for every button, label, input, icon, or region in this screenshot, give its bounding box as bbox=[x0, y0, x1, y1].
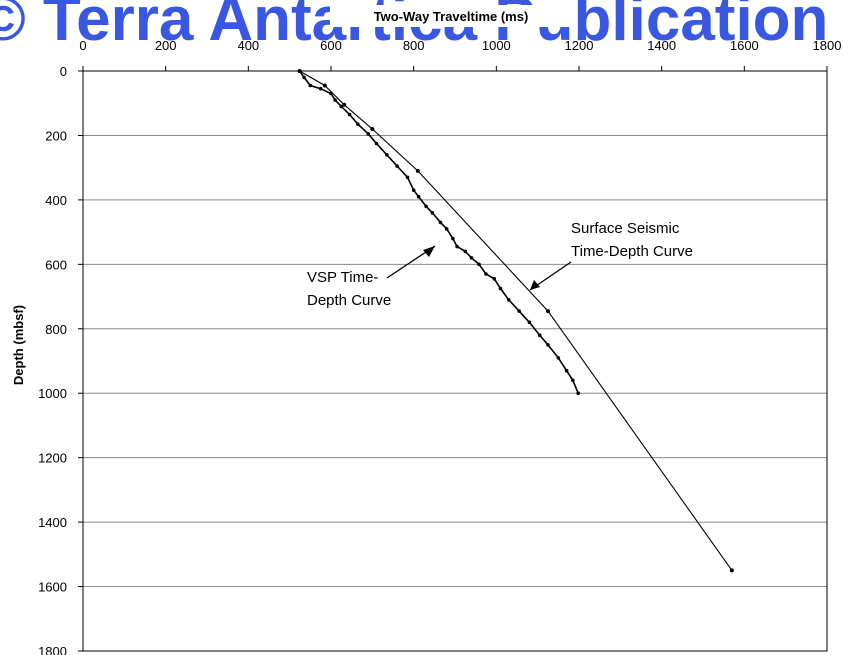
series-0-point-5 bbox=[546, 309, 550, 314]
series-1-point-11 bbox=[385, 153, 389, 157]
series-0-point-2 bbox=[342, 102, 347, 107]
annotation-surface-seismic-arrowhead bbox=[530, 280, 540, 290]
y-tick-label-400: 400 bbox=[45, 193, 67, 208]
series-1-point-3 bbox=[318, 86, 323, 91]
series-1-point-18 bbox=[438, 220, 443, 225]
y-tick-label-600: 600 bbox=[45, 257, 67, 272]
series-1-point-6 bbox=[339, 104, 344, 109]
x-tick-label-200: 200 bbox=[155, 38, 177, 53]
y-axis-title: Depth (mbsf) bbox=[11, 305, 26, 385]
axis-ticks: 0 200 400 600 800 1000 1200 1400 1600 1800 0 200 400… bbox=[38, 38, 841, 655]
series-1-point-29 bbox=[517, 309, 521, 313]
series-1-point-1 bbox=[302, 75, 306, 80]
y-tick-label-1600: 1600 bbox=[38, 580, 67, 595]
series-1-point-30 bbox=[527, 320, 532, 325]
series-0-point-1 bbox=[322, 83, 327, 88]
series-1-point-35 bbox=[571, 378, 575, 383]
annotation-surface-seismic-line1: Surface Seismic bbox=[571, 220, 680, 237]
series-1-point-28 bbox=[506, 298, 511, 302]
annotation-surface-seismic-line2: Time-Depth Curve bbox=[571, 243, 693, 260]
x-tick-label-0: 0 bbox=[79, 38, 86, 53]
series-1-point-26 bbox=[492, 277, 497, 281]
y-tick-label-1800: 1800 bbox=[38, 644, 67, 655]
series-0-line bbox=[299, 70, 733, 571]
y-tick-label-1400: 1400 bbox=[38, 515, 67, 530]
x-tick-label-1200: 1200 bbox=[565, 38, 594, 53]
y-tick-label-0: 0 bbox=[60, 64, 67, 79]
series-1-point-17 bbox=[430, 211, 435, 215]
series-1-point-20 bbox=[451, 236, 455, 241]
series-1-point-22 bbox=[463, 249, 468, 254]
series-1-point-21 bbox=[455, 244, 459, 249]
series-1-point-8 bbox=[356, 122, 360, 126]
series-1-line bbox=[298, 70, 579, 394]
series-1-point-12 bbox=[395, 164, 399, 168]
series-1-point-24 bbox=[477, 262, 481, 267]
series-1-point-32 bbox=[546, 343, 550, 347]
watermark-mask bbox=[330, 5, 570, 27]
series-1-point-13 bbox=[405, 175, 410, 180]
y-tick-label-1000: 1000 bbox=[38, 386, 67, 401]
x-tick-label-400: 400 bbox=[237, 38, 259, 53]
data-series bbox=[297, 69, 734, 573]
series-1-point-19 bbox=[444, 227, 449, 231]
annotation-vsp-arrowhead bbox=[423, 246, 435, 257]
x-tick-label-600: 600 bbox=[320, 38, 342, 53]
annotation-vsp-line2: Depth Curve bbox=[307, 292, 391, 309]
series-1-point-5 bbox=[333, 98, 337, 102]
y-tick-label-1200: 1200 bbox=[38, 451, 67, 466]
series-1-point-36 bbox=[576, 391, 580, 396]
plot-area-border bbox=[82, 70, 828, 652]
x-tick-label-1600: 1600 bbox=[730, 38, 759, 53]
x-tick-label-1800: 1800 bbox=[813, 38, 842, 53]
x-tick-label-1400: 1400 bbox=[647, 38, 676, 53]
x-tick-label-800: 800 bbox=[403, 38, 425, 53]
series-1-point-27 bbox=[498, 286, 503, 291]
series-1-point-4 bbox=[329, 91, 333, 96]
grid-lines bbox=[83, 134, 827, 588]
series-0-point-3 bbox=[370, 127, 375, 131]
series-1-point-14 bbox=[411, 188, 416, 192]
series-0-point-4 bbox=[415, 168, 420, 173]
series-1-point-25 bbox=[484, 272, 488, 276]
series-1-point-16 bbox=[424, 204, 428, 209]
y-tick-label-800: 800 bbox=[45, 322, 67, 337]
series-1-point-9 bbox=[366, 132, 371, 136]
series-1-point-23 bbox=[469, 256, 474, 260]
series-1-point-15 bbox=[416, 194, 421, 199]
y-tick-label-200: 200 bbox=[45, 128, 67, 143]
annotation-vsp-line1: VSP Time- bbox=[307, 269, 378, 286]
x-axis-title: Two-Way Traveltime (ms) bbox=[374, 9, 529, 24]
series-1-point-31 bbox=[537, 333, 542, 338]
series-1-point-34 bbox=[564, 368, 569, 373]
series-0-point-6 bbox=[729, 568, 734, 573]
series-1-point-0 bbox=[297, 69, 302, 73]
series-1-point-33 bbox=[556, 356, 561, 360]
series-1-point-10 bbox=[374, 141, 379, 146]
x-tick-label-1000: 1000 bbox=[482, 38, 511, 53]
series-1-point-7 bbox=[347, 112, 352, 117]
series-1-point-2 bbox=[308, 83, 313, 88]
